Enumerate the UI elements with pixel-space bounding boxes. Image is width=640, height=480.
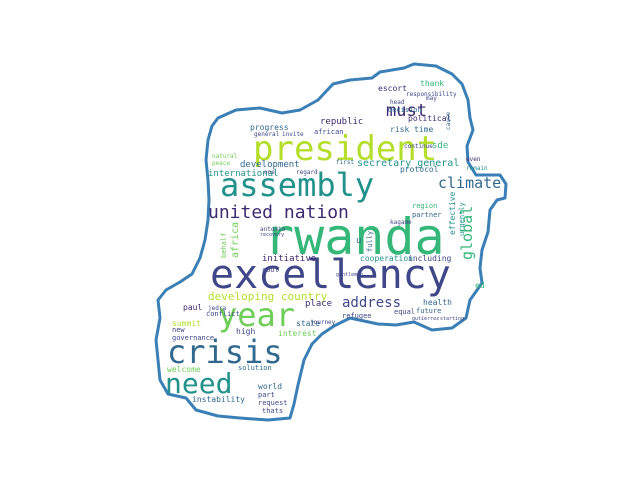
word-ed: ed [475,281,485,290]
word-fully: fully [366,231,374,252]
word-developing-country: developing country [208,290,328,303]
word-remain: remain [466,165,488,172]
word-first: first [336,159,354,166]
word-secretary-general: secretary general [357,158,459,169]
word-address: address [342,295,401,311]
word-decision: decision [388,106,422,114]
word-gutierrez: gutierrez [412,316,439,322]
word-initiative: initiative [262,254,316,264]
word-region: region [412,202,437,210]
word-conflict: conflict [206,310,240,318]
word-u: u [356,236,361,246]
word-refugee: refugee [342,312,372,320]
word-welcome: welcome [167,365,201,374]
word-part: part [258,391,275,399]
word-must: must [386,101,427,121]
word-equal: equal [394,308,415,316]
word-head: head [390,99,405,106]
word-time: time [414,125,433,134]
word-journey: journey [310,319,336,326]
word-request: request [258,399,288,407]
word-urgently: urgently [458,202,466,236]
word-need: need [165,367,232,400]
word-high: high [236,327,255,336]
word-antonio: antonio [260,226,286,233]
word-thats: thats [262,407,283,415]
word-kagame: kagame [390,219,412,226]
word-invite: invite [282,131,304,138]
word-cool: cool [262,266,279,274]
word-thank: thank [420,79,444,88]
word-regard: regard [296,169,318,176]
word-climate: climate [438,174,501,192]
word-recovery: recovery [260,232,284,238]
word-risk: risk [390,125,409,134]
word-interest: interest [278,329,317,338]
word-republic: republic [320,117,363,127]
word-continue: continue [404,143,433,150]
word-partner: partner [412,211,442,219]
word-behalf: behalf [220,233,228,258]
word-cause: cause [445,112,452,130]
word-escort: escort [378,84,407,93]
word-summit: summit [172,319,201,328]
word-assembly: assembly [220,166,374,204]
word-paul: paul [183,303,202,312]
word-political: political [408,114,452,123]
word-jedra: jedra [208,305,226,312]
word-cooperation: cooperation [360,254,413,263]
word-including: including [408,254,452,263]
word-development: development [240,160,300,170]
word-may: may [426,95,437,102]
word-cloud-words: rwanda excellency president assembly yea… [165,79,501,415]
word-president: president [253,129,437,169]
word-place: place [305,299,332,309]
word-africa: africa [230,222,241,258]
word-one: one [264,169,275,176]
word-united-nation: united nation [208,202,349,223]
word-crisis: crisis [167,333,283,371]
word-global: global [458,206,476,260]
word-starting: starting [440,316,464,322]
word-progress: progress [250,123,289,132]
word-year: year [218,296,295,334]
word-solution: solution [238,364,272,372]
word-international: international [208,169,278,179]
word-even: even [466,156,481,163]
word-natural: natural [212,153,238,160]
word-excellency: excellency [210,252,451,298]
word-future: future [416,307,441,315]
word-peace: peace [212,160,230,167]
word-gentleman: gentleman [336,272,363,278]
word-new: new [172,326,185,334]
word-effective: effective [448,191,457,235]
word-responsibility: responsibility [406,91,457,98]
word-african: african [314,128,344,136]
map-outline [154,62,508,422]
word-state: state [296,319,320,328]
word-general: general [254,131,280,138]
word-protocol: protocol [400,165,439,174]
word-governance: governance [172,334,214,342]
word-instability: instability [192,395,245,404]
word-world: world [258,382,282,391]
word-sde: sde [432,141,448,151]
word-rwanda: rwanda [264,208,445,266]
word-health: health [423,298,452,307]
